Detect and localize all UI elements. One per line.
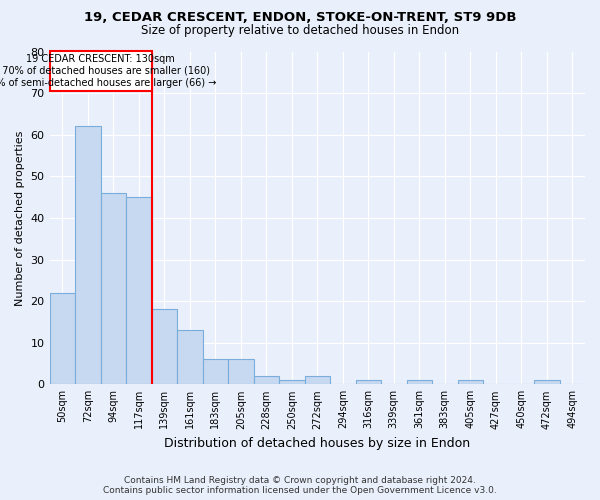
Bar bbox=[534, 380, 560, 384]
Bar bbox=[228, 360, 254, 384]
Bar bbox=[152, 310, 177, 384]
Bar bbox=[254, 376, 279, 384]
Bar bbox=[75, 126, 101, 384]
Bar bbox=[203, 360, 228, 384]
Text: Contains HM Land Registry data © Crown copyright and database right 2024.
Contai: Contains HM Land Registry data © Crown c… bbox=[103, 476, 497, 495]
Bar bbox=[50, 293, 75, 384]
FancyBboxPatch shape bbox=[50, 52, 152, 91]
X-axis label: Distribution of detached houses by size in Endon: Distribution of detached houses by size … bbox=[164, 437, 470, 450]
Bar bbox=[126, 197, 152, 384]
Text: 19 CEDAR CRESCENT: 130sqm: 19 CEDAR CRESCENT: 130sqm bbox=[26, 54, 175, 64]
Bar bbox=[101, 193, 126, 384]
Bar bbox=[458, 380, 483, 384]
Text: 29% of semi-detached houses are larger (66) →: 29% of semi-detached houses are larger (… bbox=[0, 78, 217, 88]
Bar bbox=[407, 380, 432, 384]
Bar bbox=[305, 376, 330, 384]
Text: 19, CEDAR CRESCENT, ENDON, STOKE-ON-TRENT, ST9 9DB: 19, CEDAR CRESCENT, ENDON, STOKE-ON-TREN… bbox=[84, 11, 516, 24]
Bar bbox=[279, 380, 305, 384]
Text: Size of property relative to detached houses in Endon: Size of property relative to detached ho… bbox=[141, 24, 459, 37]
Bar bbox=[356, 380, 381, 384]
Bar bbox=[177, 330, 203, 384]
Y-axis label: Number of detached properties: Number of detached properties bbox=[15, 130, 25, 306]
Text: ← 70% of detached houses are smaller (160): ← 70% of detached houses are smaller (16… bbox=[0, 65, 210, 75]
